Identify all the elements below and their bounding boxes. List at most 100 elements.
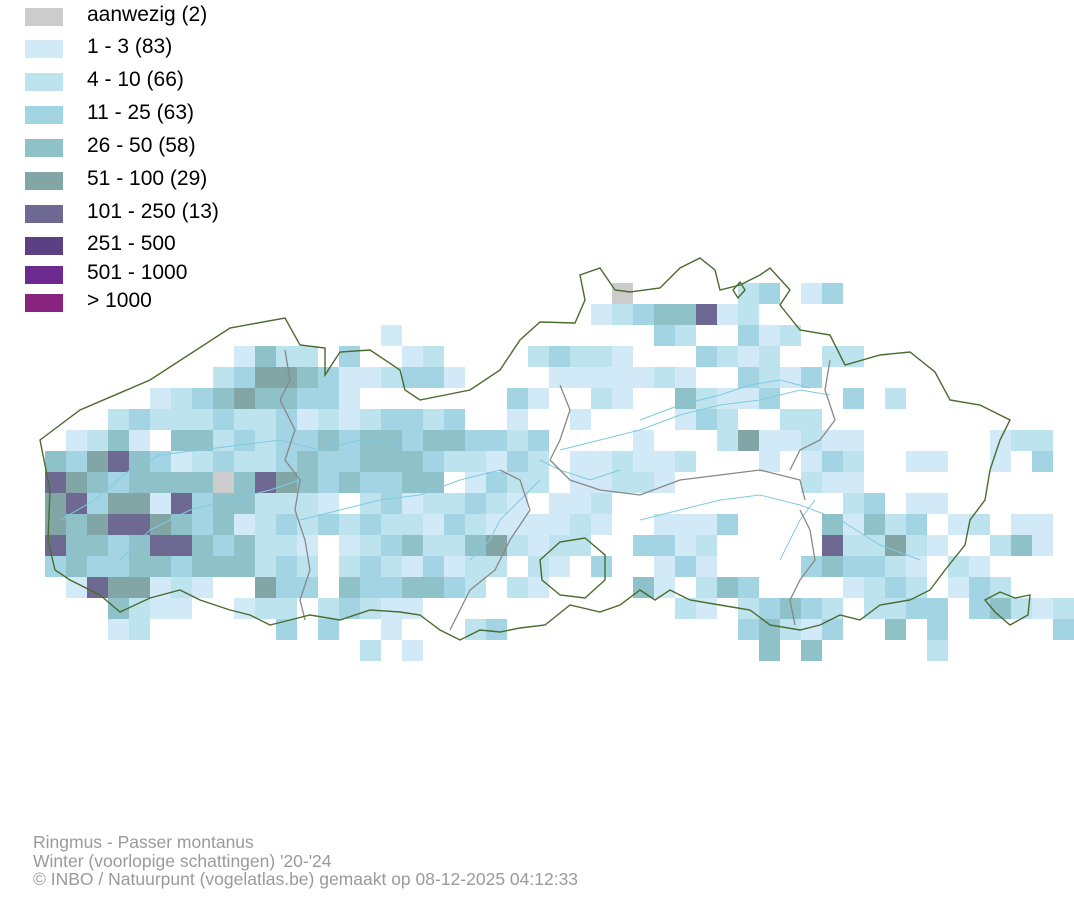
grid-cell	[213, 514, 234, 535]
grid-cell	[780, 367, 801, 388]
grid-cell	[444, 556, 465, 577]
grid-cell	[171, 514, 192, 535]
grid-cell	[234, 430, 255, 451]
grid-cell	[927, 493, 948, 514]
grid-cell	[255, 346, 276, 367]
grid-cell	[150, 556, 171, 577]
grid-cell	[507, 388, 528, 409]
grid-cell	[87, 451, 108, 472]
grid-cell	[171, 472, 192, 493]
grid-cell	[192, 577, 213, 598]
legend-item-aanwezig: aanwezig (2)	[25, 3, 425, 26]
grid-cell	[885, 535, 906, 556]
grid-cell	[717, 346, 738, 367]
grid-cell	[549, 493, 570, 514]
grid-cell	[1032, 535, 1053, 556]
grid-cell	[633, 304, 654, 325]
grid-cell	[906, 556, 927, 577]
grid-cell	[759, 640, 780, 661]
river-rupel	[539, 459, 621, 481]
grid-cell	[969, 577, 990, 598]
grid-cell	[108, 598, 129, 619]
grid-cell	[381, 430, 402, 451]
grid-cell	[486, 493, 507, 514]
grid-cell	[108, 556, 129, 577]
grid-cell	[906, 514, 927, 535]
grid-cell	[423, 430, 444, 451]
grid-cell	[738, 367, 759, 388]
grid-cell	[864, 535, 885, 556]
grid-cell	[234, 472, 255, 493]
grid-cell	[570, 514, 591, 535]
grid-cell	[66, 514, 87, 535]
border-antwerpen-limburg	[789, 359, 836, 471]
border-oostvl-antwerpen	[549, 384, 571, 461]
grid-cell	[276, 514, 297, 535]
grid-cell	[276, 388, 297, 409]
grid-cell	[192, 472, 213, 493]
grid-cell	[381, 472, 402, 493]
grid-cell	[927, 619, 948, 640]
species-title: Ringmus - Passer montanus	[33, 832, 254, 852]
grid-cell	[528, 472, 549, 493]
grid-cell	[759, 430, 780, 451]
grid-cell	[87, 430, 108, 451]
legend-swatch	[25, 172, 63, 190]
grid-cell	[213, 367, 234, 388]
grid-cell	[948, 514, 969, 535]
grid-cell	[360, 535, 381, 556]
grid-cell	[507, 409, 528, 430]
grid-cell	[759, 367, 780, 388]
grid-cell	[87, 472, 108, 493]
grid-cell	[759, 451, 780, 472]
grid-cell	[213, 493, 234, 514]
grid-cell	[1011, 514, 1032, 535]
grid-cell	[465, 514, 486, 535]
grid-cell	[822, 598, 843, 619]
legend-label: > 1000	[87, 289, 152, 312]
grid-cell	[255, 409, 276, 430]
grid-cell	[339, 346, 360, 367]
enclave-voeren	[983, 591, 1031, 626]
grid-cell	[381, 409, 402, 430]
grid-cell	[843, 577, 864, 598]
grid-cell	[423, 514, 444, 535]
grid-cell	[234, 409, 255, 430]
legend-label: 251 - 500	[87, 232, 176, 255]
legend-swatch	[25, 294, 63, 312]
grid-cell	[990, 535, 1011, 556]
grid-cell	[360, 472, 381, 493]
grid-cell	[591, 472, 612, 493]
grid-cell	[318, 367, 339, 388]
grid-cell	[171, 493, 192, 514]
grid-cell	[528, 388, 549, 409]
grid-cell	[255, 577, 276, 598]
grid-cell	[507, 514, 528, 535]
grid-cell	[339, 556, 360, 577]
grid-cell	[528, 556, 549, 577]
grid-cell	[906, 535, 927, 556]
grid-cell	[1053, 619, 1074, 640]
grid-cell	[171, 451, 192, 472]
grid-cell	[1011, 535, 1032, 556]
grid-cell	[486, 472, 507, 493]
grid-cell	[360, 409, 381, 430]
grid-cell	[612, 346, 633, 367]
grid-cell	[801, 283, 822, 304]
grid-cell	[129, 451, 150, 472]
grid-cell	[318, 409, 339, 430]
grid-cell	[108, 535, 129, 556]
grid-cell	[402, 640, 423, 661]
grid-cell	[213, 556, 234, 577]
grid-cell	[318, 493, 339, 514]
grid-cell	[465, 619, 486, 640]
grid-cell	[423, 409, 444, 430]
grid-cell	[570, 451, 591, 472]
grid-cell	[108, 577, 129, 598]
grid-cell	[276, 535, 297, 556]
grid-cell	[696, 346, 717, 367]
grid-cell	[402, 472, 423, 493]
grid-cell	[66, 577, 87, 598]
season-period: Winter (voorlopige schattingen) '20-'24	[33, 850, 332, 871]
